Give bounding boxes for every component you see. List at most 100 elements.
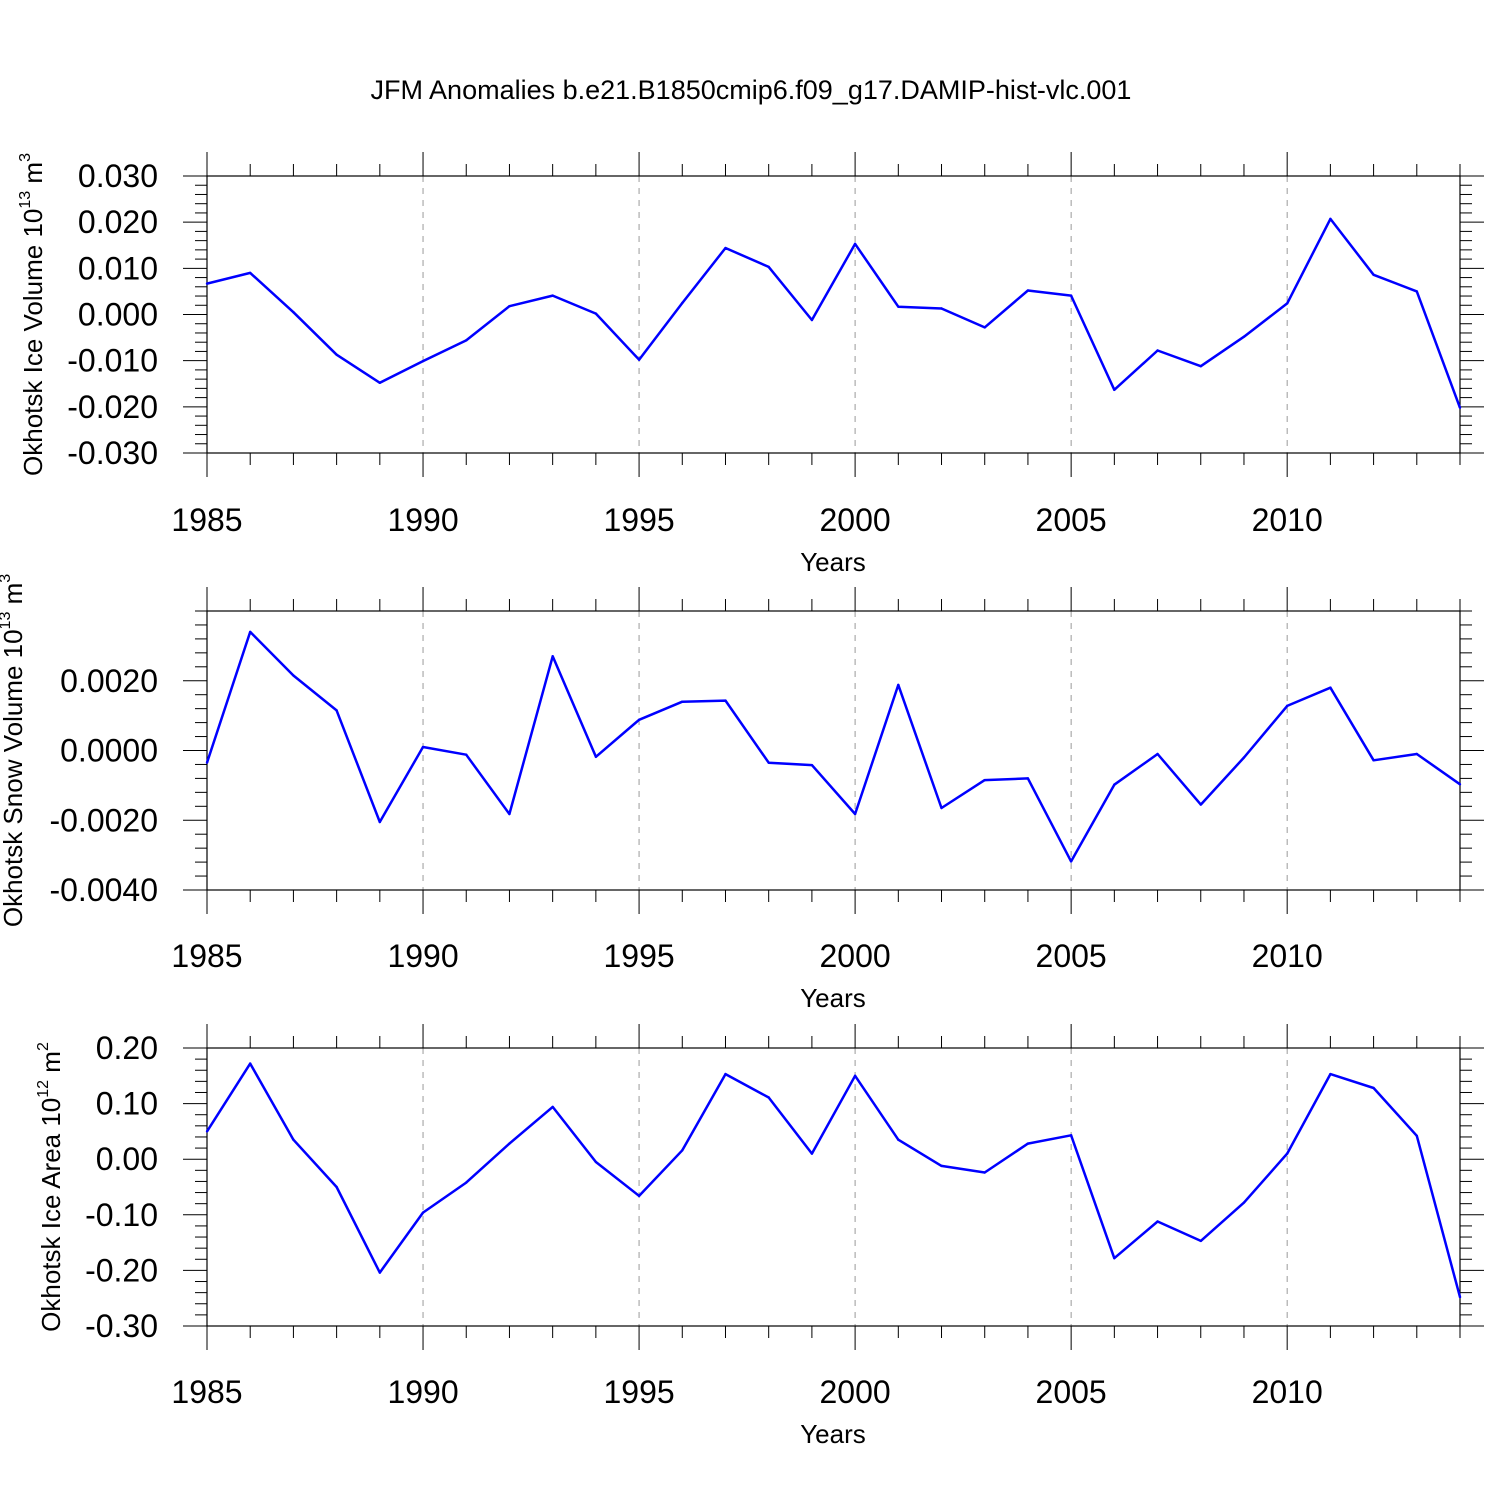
data-point <box>594 755 598 758</box>
data-point <box>724 699 727 702</box>
y-tick-label: 0.030 <box>78 158 158 194</box>
y-tick-label: 0.0000 <box>60 733 158 769</box>
x-tick-label: 1990 <box>387 502 458 538</box>
y-tick-label: 0.020 <box>78 204 158 240</box>
data-point <box>594 1160 598 1164</box>
y-axis-title-exponent: 13 <box>17 191 34 209</box>
data-point <box>853 812 857 816</box>
data-point <box>335 353 338 356</box>
data-point <box>465 753 468 756</box>
x-tick-label: 1990 <box>387 1374 458 1410</box>
data-point <box>205 761 209 764</box>
data-point <box>1113 783 1116 786</box>
data-point <box>1156 1220 1159 1223</box>
data-point <box>335 1185 338 1189</box>
data-point <box>378 1271 382 1274</box>
y-axis-title-unit: m <box>36 1051 66 1080</box>
y-tick-label: -0.030 <box>67 435 158 471</box>
data-point <box>205 282 209 285</box>
y-axis-title-text: Okhotsk Ice Volume 10 <box>18 209 48 476</box>
data-point <box>1285 302 1289 305</box>
y-tick-label: -0.0020 <box>49 802 158 838</box>
data-point <box>1199 803 1202 806</box>
x-tick-label: 2000 <box>820 502 891 538</box>
panel-3: 1985 1990 1995 2000 2005 2010 Years -0.30 -0.20 -… <box>35 1024 1484 1449</box>
data-point <box>637 358 641 361</box>
data-point <box>421 1211 425 1214</box>
data-point <box>551 1105 554 1109</box>
data-point <box>421 359 425 363</box>
y-axis-title-unit-exponent: 3 <box>0 574 14 583</box>
data-point <box>1242 756 1246 759</box>
panel-2: 1985 1990 1995 2000 2005 2010 Years -0.0040 -0.0… <box>0 574 1484 1013</box>
y-axis-title-exponent: 13 <box>0 612 14 630</box>
data-point <box>940 806 943 810</box>
x-axis-title: Years <box>800 1419 866 1449</box>
data-point <box>983 1171 986 1174</box>
data-point <box>897 1138 900 1141</box>
x-axis-title: Years <box>800 983 866 1013</box>
data-point <box>1113 1256 1116 1260</box>
data-point <box>1458 1295 1462 1299</box>
data-point <box>983 326 986 329</box>
plot-frame <box>206 1047 1461 1327</box>
data-point <box>681 301 684 305</box>
figure-title: JFM Anomalies b.e21.B1850cmip6.f09_g17.D… <box>371 75 1132 105</box>
data-point <box>767 265 770 269</box>
panels: 1985 1990 1995 2000 2005 2010 Years -0.030 -0.02… <box>0 152 1484 1449</box>
x-tick-label: 1995 <box>603 1374 674 1410</box>
data-point <box>508 812 511 816</box>
y-axis-title: Okhotsk Ice Area 1012 m2 <box>35 1042 66 1332</box>
y-tick-label: -0.0040 <box>49 872 158 908</box>
data-point <box>810 1152 814 1155</box>
data-point <box>897 305 900 308</box>
data-point <box>1026 289 1030 292</box>
x-tick-label: 2000 <box>820 1374 891 1410</box>
series-line <box>205 1062 1462 1298</box>
y-axis-title-exponent: 12 <box>35 1080 52 1098</box>
data-point <box>897 683 900 687</box>
data-point <box>1199 1239 1202 1243</box>
y-tick-label: 0.010 <box>78 250 158 286</box>
plot-frame <box>206 610 1461 891</box>
data-point <box>508 304 511 308</box>
y-tick-label: 0.000 <box>78 297 158 333</box>
x-tick-label: 1985 <box>171 938 242 974</box>
data-point <box>378 820 382 824</box>
data-point <box>810 763 814 767</box>
y-axis-title-unit-exponent: 3 <box>17 153 34 162</box>
data-point <box>1069 294 1073 297</box>
data-point <box>1372 273 1375 276</box>
data-point <box>335 709 338 712</box>
y-tick-label: 0.0020 <box>60 663 158 699</box>
x-tick-label: 2010 <box>1252 502 1323 538</box>
data-point <box>940 307 943 310</box>
data-point <box>292 1138 295 1141</box>
data-point <box>1329 686 1332 689</box>
data-point <box>637 1194 641 1198</box>
data-point <box>465 1181 468 1184</box>
data-point <box>1329 217 1332 221</box>
data-point <box>1026 1142 1030 1145</box>
y-axis-title-unit-exponent: 2 <box>35 1042 52 1051</box>
x-tick-label: 2005 <box>1036 502 1107 538</box>
data-point <box>940 1164 943 1168</box>
data-point <box>205 1130 209 1133</box>
data-point <box>508 1142 511 1145</box>
y-tick-label: -0.020 <box>67 389 158 425</box>
data-point <box>249 1062 252 1065</box>
series-line <box>206 217 1462 409</box>
data-point <box>551 294 554 297</box>
data-point <box>983 778 986 782</box>
data-point <box>249 271 252 275</box>
x-tick-label: 2005 <box>1036 938 1107 974</box>
x-tick-label: 2000 <box>820 938 891 974</box>
data-point <box>1285 704 1289 708</box>
x-tick-label: 1995 <box>603 502 674 538</box>
data-point <box>637 718 641 722</box>
data-point <box>1026 777 1030 780</box>
data-point <box>1458 406 1462 409</box>
data-point <box>421 745 425 749</box>
data-point <box>1458 783 1462 786</box>
series-line <box>205 630 1461 863</box>
